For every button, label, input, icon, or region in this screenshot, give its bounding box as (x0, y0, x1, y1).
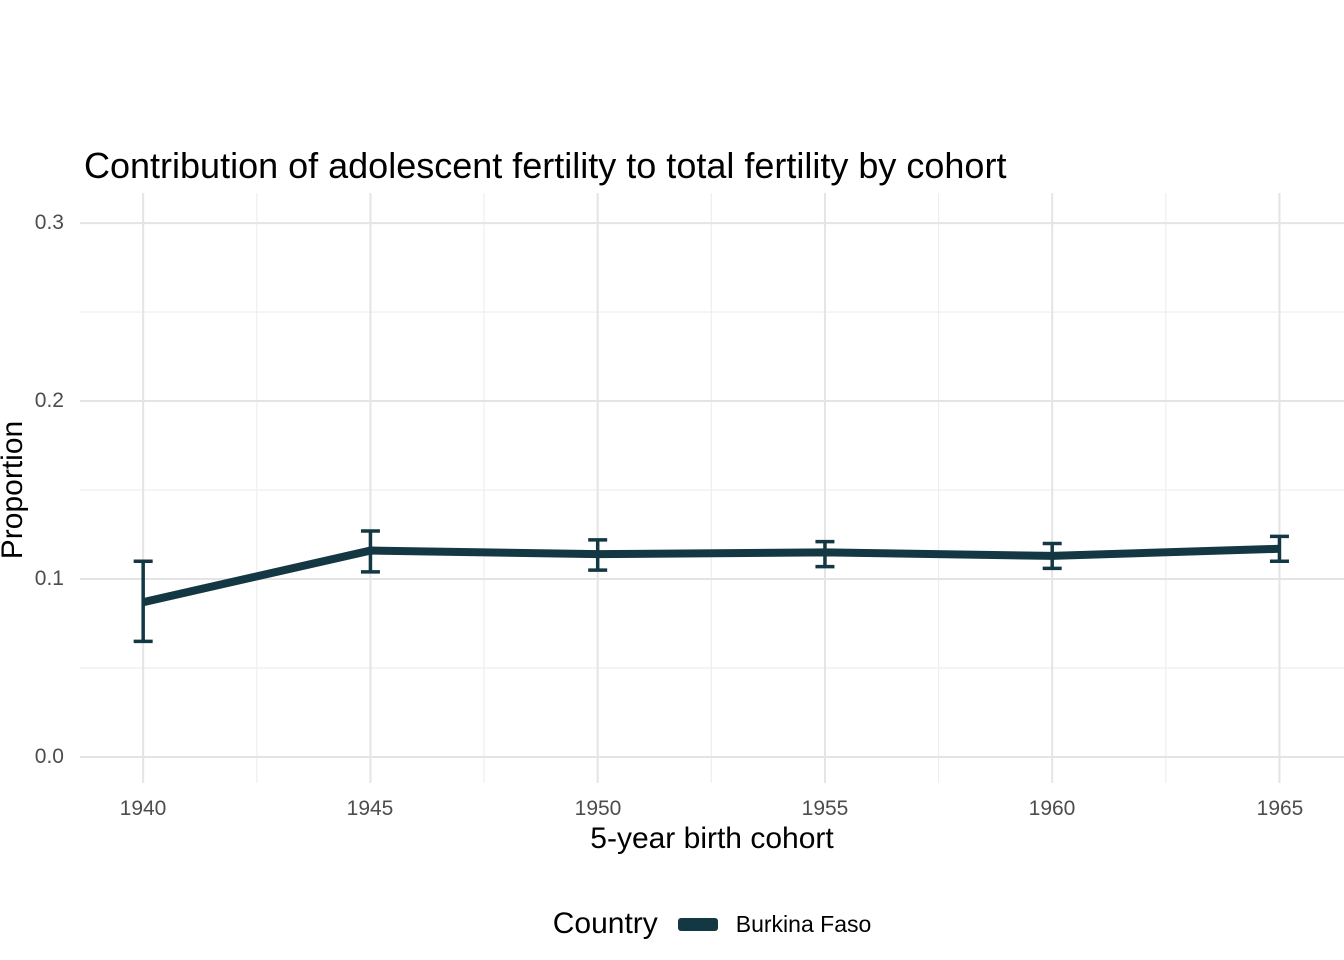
x-tick-label: 1945 (346, 797, 394, 820)
x-axis-title: 5-year birth cohort (590, 822, 834, 855)
x-tick-label: 1940 (119, 797, 167, 820)
legend-item-label: Burkina Faso (735, 910, 872, 937)
x-tick-label: 1955 (801, 797, 849, 820)
legend-key-line-icon (677, 917, 718, 931)
y-tick-label: 0.2 (34, 389, 64, 412)
x-tick-label: 1960 (1028, 797, 1076, 820)
gridlines-major (80, 193, 1344, 783)
x-tick-label: 1965 (1256, 797, 1304, 820)
series-line (142, 544, 1280, 607)
chart-title: Contribution of adolescent fertility to … (84, 145, 1007, 186)
y-axis-title: Proportion (0, 420, 29, 560)
y-tick-label: 0.3 (34, 211, 64, 234)
y-tick-label: 0.0 (34, 745, 64, 768)
legend-title: Country (552, 907, 658, 940)
gridlines-minor (80, 193, 1344, 783)
legend: Country Burkina Faso (80, 903, 1344, 945)
y-tick-label: 0.1 (34, 567, 64, 590)
x-tick-label: 1950 (574, 797, 622, 820)
